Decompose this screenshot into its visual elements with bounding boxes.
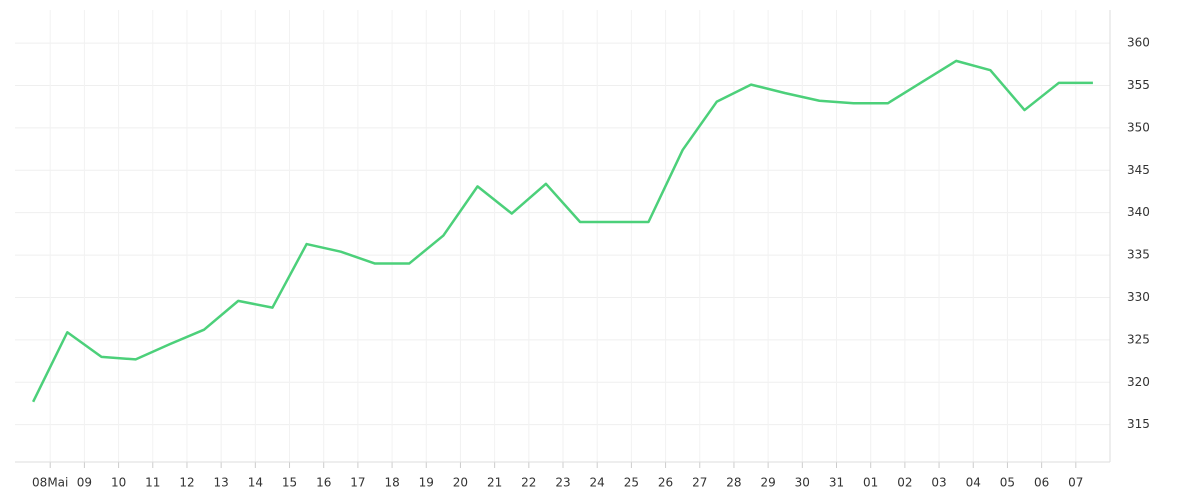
y-tick-label: 360: [1127, 36, 1150, 50]
x-tick-label: 15: [282, 476, 297, 490]
x-tick-label: 13: [214, 476, 229, 490]
x-tick-label: 02: [897, 476, 912, 490]
x-tick-label: 04: [966, 476, 981, 490]
x-tick-label: 19: [419, 476, 434, 490]
y-tick-label: 335: [1127, 248, 1150, 262]
x-tick-label: 31: [829, 476, 844, 490]
x-tick-label: 05: [1000, 476, 1015, 490]
x-tick-label: 23: [555, 476, 570, 490]
x-tick-label: 12: [179, 476, 194, 490]
x-tick-label: 09: [77, 476, 92, 490]
x-tick-label: 01: [863, 476, 878, 490]
x-tick-label: 18: [384, 476, 399, 490]
x-tick-label: 24: [590, 476, 605, 490]
x-tick-label: 10: [111, 476, 126, 490]
x-tick-label: 27: [692, 476, 707, 490]
x-tick-label: 28: [726, 476, 741, 490]
x-tick-label: 17: [350, 476, 365, 490]
x-tick-label: 11: [145, 476, 160, 490]
x-tick-label: 16: [316, 476, 331, 490]
x-tick-label: 14: [248, 476, 263, 490]
x-tick-label: 22: [521, 476, 536, 490]
x-tick-label: 06: [1034, 476, 1049, 490]
y-tick-label: 330: [1127, 290, 1150, 304]
x-tick-label: 21: [487, 476, 502, 490]
x-tick-label: 26: [658, 476, 673, 490]
y-tick-label: 320: [1127, 375, 1150, 389]
x-tick-label: 08Mai: [32, 476, 68, 490]
line-series: [31, 59, 1093, 403]
x-tick-label: 25: [624, 476, 639, 490]
y-tick-label: 345: [1127, 163, 1150, 177]
x-tick-label: 07: [1068, 476, 1083, 490]
y-tick-label: 350: [1127, 120, 1150, 134]
y-tick-label: 325: [1127, 332, 1150, 346]
y-tick-label: 315: [1127, 417, 1150, 431]
x-tick-label: 30: [795, 476, 810, 490]
y-tick-label: 355: [1127, 78, 1150, 92]
x-tick-label: 03: [931, 476, 946, 490]
x-tick-label: 20: [453, 476, 468, 490]
y-tick-label: 340: [1127, 205, 1150, 219]
x-tick-label: 29: [760, 476, 775, 490]
